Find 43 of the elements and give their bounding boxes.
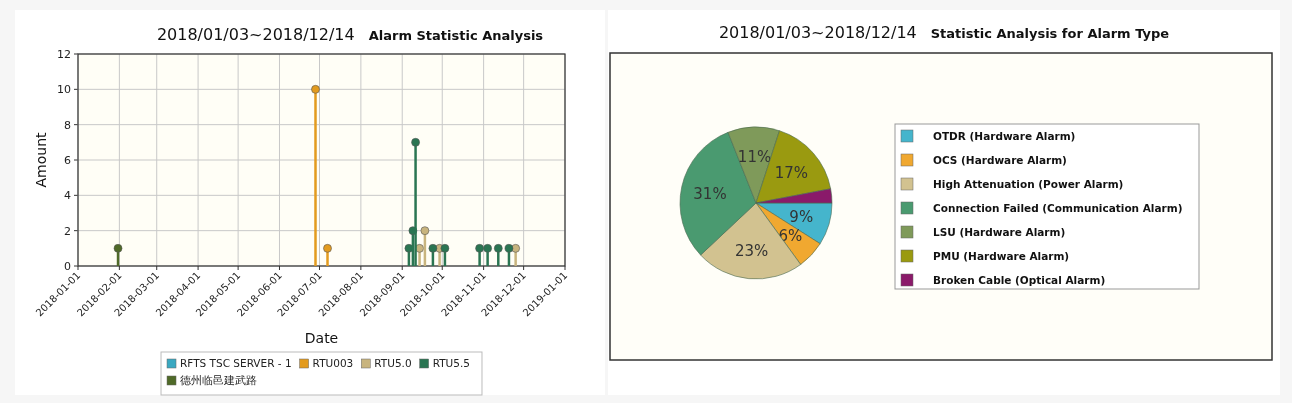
chart-title: 2018/01/03~2018/12/14	[156, 25, 355, 44]
legend-label: RTU5.0	[374, 357, 412, 369]
point	[493, 244, 503, 253]
legend-label: RFTS TSC SERVER - 1	[180, 357, 292, 369]
legend-label: Broken Cable (Optical Alarm)	[933, 274, 1106, 286]
point	[411, 138, 420, 147]
y-tick-label: 10	[57, 83, 71, 97]
data-label: 17%	[774, 163, 809, 182]
point	[483, 244, 492, 253]
point	[415, 244, 424, 253]
y-axis-title: Amount	[33, 131, 49, 188]
chart-subtitle: Alarm Statistic Analysis	[368, 28, 544, 43]
y-tick-label: 12	[57, 48, 71, 61]
point	[323, 244, 332, 253]
data-label: 31%	[693, 184, 727, 203]
legend-label: 德州临邑建武路	[180, 374, 258, 386]
point	[440, 244, 450, 253]
point	[113, 244, 123, 253]
legend-label: RTU003	[312, 357, 354, 369]
legend-label: RTU5.5	[432, 357, 470, 369]
legend-label: PMU (Hardware Alarm)	[933, 250, 1070, 262]
y-tick-label: 2	[64, 224, 71, 238]
point	[311, 85, 320, 94]
legend-label: OCS (Hardware Alarm)	[933, 154, 1067, 166]
legend-label: OTDR (Hardware Alarm)	[933, 130, 1076, 142]
legend-label: Connection Failed (Communication Alarm)	[933, 202, 1183, 214]
point	[420, 226, 430, 235]
y-tick-label: 8	[64, 118, 71, 132]
legend-label: High Attenuation (Power Alarm)	[933, 178, 1124, 190]
data-label: 6%	[778, 227, 803, 246]
chart-subtitle: Statistic Analysis for Alarm Type	[930, 26, 1170, 41]
data-label: 23%	[734, 241, 769, 260]
point	[504, 244, 514, 253]
legend-label: LSU (Hardware Alarm)	[933, 226, 1066, 238]
data-label: 9%	[789, 208, 814, 227]
y-tick-label: 0	[64, 260, 71, 273]
data-label: 11%	[737, 147, 772, 166]
x-axis-title: Date	[304, 330, 339, 346]
chart-title: 2018/01/03~2018/12/14	[718, 23, 917, 42]
y-tick-label: 6	[64, 154, 71, 167]
y-tick-label: 4	[64, 189, 71, 203]
point	[475, 244, 484, 253]
point	[428, 244, 438, 253]
